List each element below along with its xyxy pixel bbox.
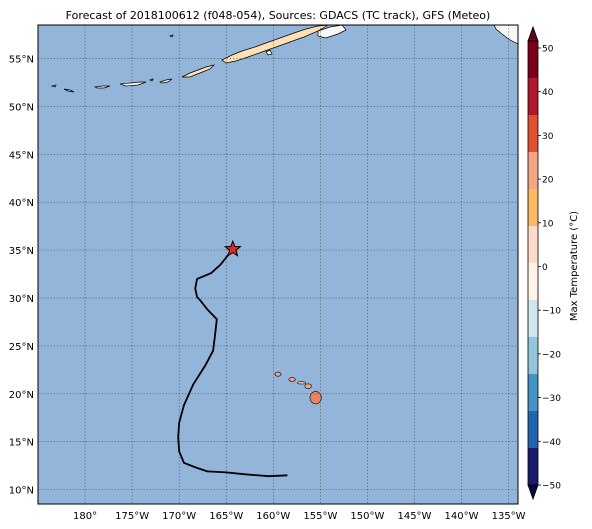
- island-chain-4: [93, 85, 111, 89]
- longitude-labels: 180° 175°W 170°W 165°W 160°W 155°W 150°W 145°W 1…: [73, 511, 526, 522]
- colorbar-band: [528, 337, 538, 375]
- graticule: [38, 25, 518, 504]
- colorbar-band: [528, 300, 538, 338]
- colorbar-band: [528, 78, 538, 116]
- colorbar-band: [528, 448, 538, 486]
- lon-label: 175°W: [115, 511, 149, 522]
- lat-label: 15°N: [9, 438, 34, 449]
- colorbar-tick-label: 30: [542, 132, 554, 142]
- colorbar-tick-label: 0: [542, 263, 548, 273]
- island-chain-6: [50, 84, 57, 88]
- alaska-mainland-ne: [493, 25, 518, 45]
- lat-label: 45°N: [9, 150, 34, 161]
- colorbar-min-arrow: [527, 484, 539, 501]
- island-small-1: [149, 78, 154, 82]
- lat-label: 30°N: [9, 294, 34, 305]
- lat-label: 25°N: [9, 342, 34, 353]
- island-oahu: [288, 377, 296, 382]
- lon-label: 165°W: [209, 511, 243, 522]
- lon-label: 180°: [73, 511, 97, 522]
- island-chain-5: [63, 88, 75, 93]
- landmass-layer: [50, 25, 518, 93]
- island-chain-3: [119, 81, 147, 87]
- colorbar-ticks: 50 40 30 20 10 0 −10 −20 −30 −40 −50: [538, 45, 561, 492]
- island-maui: [304, 383, 312, 389]
- lon-label: 170°W: [162, 511, 196, 522]
- colorbar-band: [528, 411, 538, 449]
- figure-title: Forecast of 2018100612 (f048-054), Sourc…: [66, 9, 491, 22]
- colorbar-band: [528, 115, 538, 153]
- colorbar-band: [528, 41, 538, 79]
- lat-label: 50°N: [9, 102, 34, 113]
- colorbar-band: [528, 374, 538, 412]
- colorbar-max-arrow: [527, 25, 539, 42]
- colorbar-tick-label: −50: [542, 482, 561, 492]
- colorbar-label: Max Temperature (°C): [569, 211, 580, 321]
- colorbar-frame: [527, 40, 539, 486]
- colorbar-tick-label: 40: [542, 88, 554, 98]
- alaska-peninsula: [221, 25, 329, 64]
- island-small-3: [265, 49, 273, 56]
- lat-label: 40°N: [9, 198, 34, 209]
- cyclone-track: [177, 248, 288, 478]
- colorbar-tick-label: 50: [542, 45, 554, 55]
- kodiak-area: [317, 25, 347, 39]
- lat-label: 55°N: [9, 55, 34, 66]
- aleutian-islands: [50, 25, 518, 93]
- colorbar: 50 40 30 20 10 0 −10 −20 −30 −40 −50 Max Temperatu…: [527, 25, 580, 501]
- lon-label: 150°W: [350, 511, 384, 522]
- map-panel: 55°N 50°N 45°N 40°N 35°N 30°N 25°N 20°N 15°N 10°N…: [9, 24, 526, 522]
- lon-label: 155°W: [303, 511, 337, 522]
- lon-label: 135°W: [492, 511, 526, 522]
- latitude-labels: 55°N 50°N 45°N 40°N 35°N 30°N 25°N 20°N 15°N 10°N: [9, 55, 34, 497]
- island-small-2: [169, 34, 174, 38]
- lat-label: 35°N: [9, 246, 34, 257]
- colorbar-tick-label: 20: [542, 176, 554, 186]
- island-big-island: [309, 391, 322, 405]
- colorbar-band: [528, 263, 538, 301]
- island-kauai: [274, 371, 282, 377]
- island-chain-2: [159, 78, 173, 84]
- lon-label: 145°W: [397, 511, 431, 522]
- colorbar-band: [528, 189, 538, 227]
- lon-label: 140°W: [445, 511, 479, 522]
- colorbar-tick-label: −30: [542, 394, 561, 404]
- colorbar-band: [528, 226, 538, 264]
- ocean: [38, 25, 518, 504]
- island-chain-1: [181, 64, 216, 78]
- lon-label: 160°W: [256, 511, 290, 522]
- hawaii-islands: [274, 371, 322, 405]
- colorbar-tick-label: −20: [542, 350, 561, 360]
- lat-label: 10°N: [9, 486, 34, 497]
- current-position-star-icon: [223, 239, 242, 257]
- colorbar-tick-label: −40: [542, 438, 561, 448]
- colorbar-tick-label: 10: [542, 219, 554, 229]
- colorbar-band: [528, 152, 538, 190]
- island-molokai: [296, 381, 307, 385]
- lat-label: 20°N: [9, 390, 34, 401]
- colorbar-tick-label: −10: [542, 307, 561, 317]
- map-frame: [37, 24, 519, 505]
